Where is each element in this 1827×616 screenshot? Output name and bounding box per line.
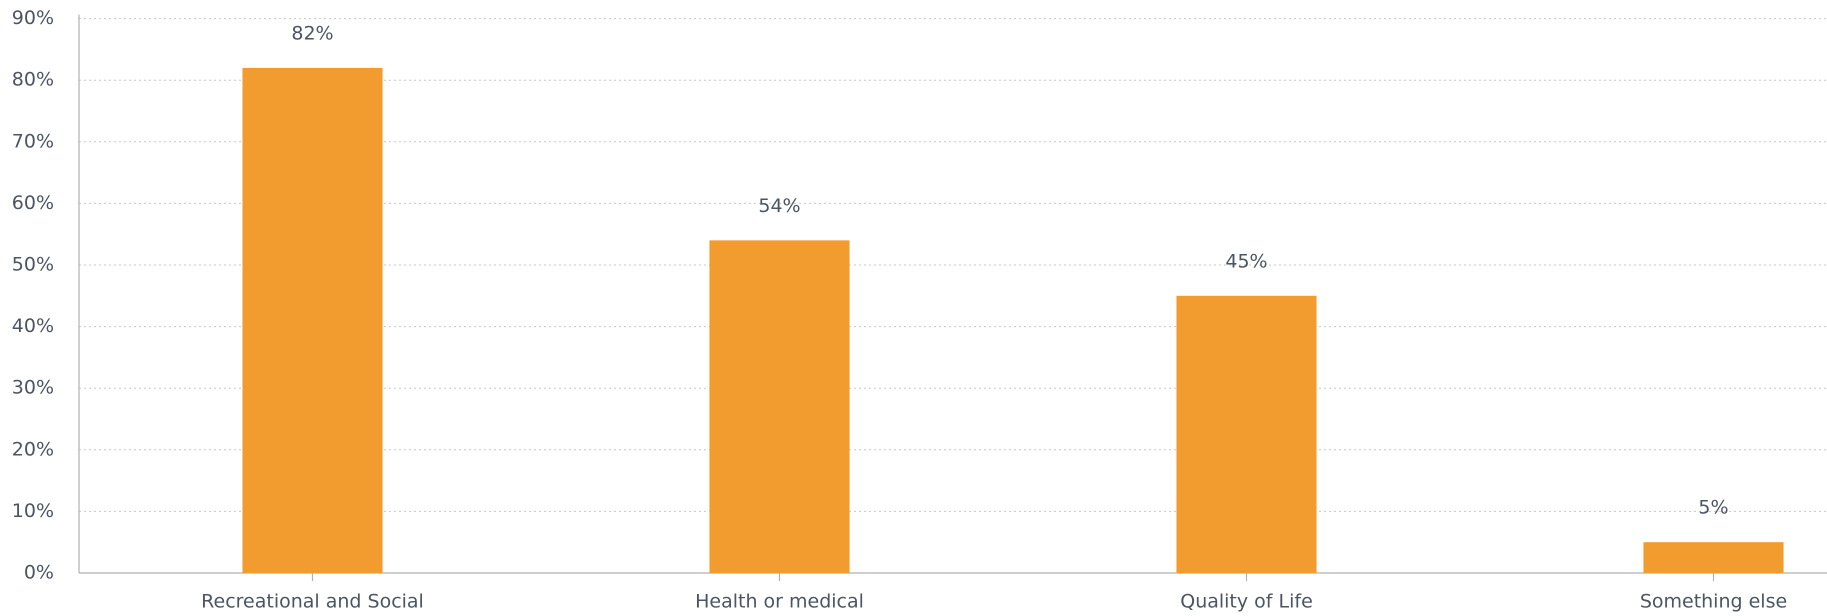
y-tick-label: 80% — [12, 69, 54, 91]
value-label: 54% — [758, 195, 800, 217]
y-tick-label: 10% — [12, 500, 54, 522]
bar — [242, 67, 383, 573]
value-label: 82% — [291, 22, 333, 44]
y-tick-label: 60% — [12, 192, 54, 214]
bar — [709, 240, 850, 574]
bar — [1176, 295, 1317, 573]
y-tick-label: 40% — [12, 315, 54, 337]
x-tick-label: Recreational and Social — [201, 591, 424, 613]
x-tick-label: Quality of Life — [1180, 591, 1313, 613]
y-tick-label: 70% — [12, 130, 54, 152]
x-tick-label: Something else — [1640, 591, 1787, 613]
x-tick-label: Health or medical — [695, 591, 864, 613]
value-label: 5% — [1698, 497, 1728, 519]
y-tick-label: 90% — [12, 7, 54, 29]
bar — [1643, 542, 1784, 573]
value-label: 45% — [1225, 250, 1267, 272]
y-tick-label: 50% — [12, 254, 54, 276]
y-tick-label: 0% — [24, 562, 54, 584]
y-tick-label: 30% — [12, 377, 54, 399]
y-tick-label: 20% — [12, 438, 54, 460]
